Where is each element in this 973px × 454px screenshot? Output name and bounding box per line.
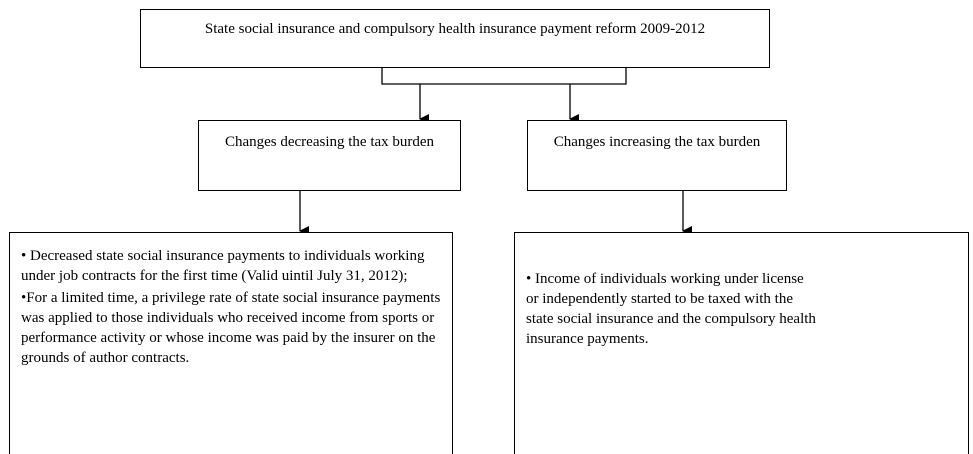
details-box: • Decreased state social insurance payme… [9, 232, 453, 454]
branch-label: Changes decreasing the tax burden [224, 134, 435, 150]
bracket [381, 67, 627, 85]
details-box: • Income of individuals working under li… [514, 232, 969, 454]
title: State social insurance and compulsory he… [204, 21, 706, 37]
detail-item: • Income of individuals working under li… [526, 271, 816, 347]
title-box: State social insurance and compulsory he… [140, 9, 770, 68]
detail-item: • Decreased state social insurance payme… [21, 248, 425, 284]
branch-box: Changes decreasing the tax burden [198, 120, 461, 191]
branch-box: Changes increasing the tax burden [527, 120, 787, 191]
branch-label: Changes increasing the tax burden [553, 134, 761, 150]
detail-item: •For a limited time, a privilege rate of… [21, 290, 441, 366]
